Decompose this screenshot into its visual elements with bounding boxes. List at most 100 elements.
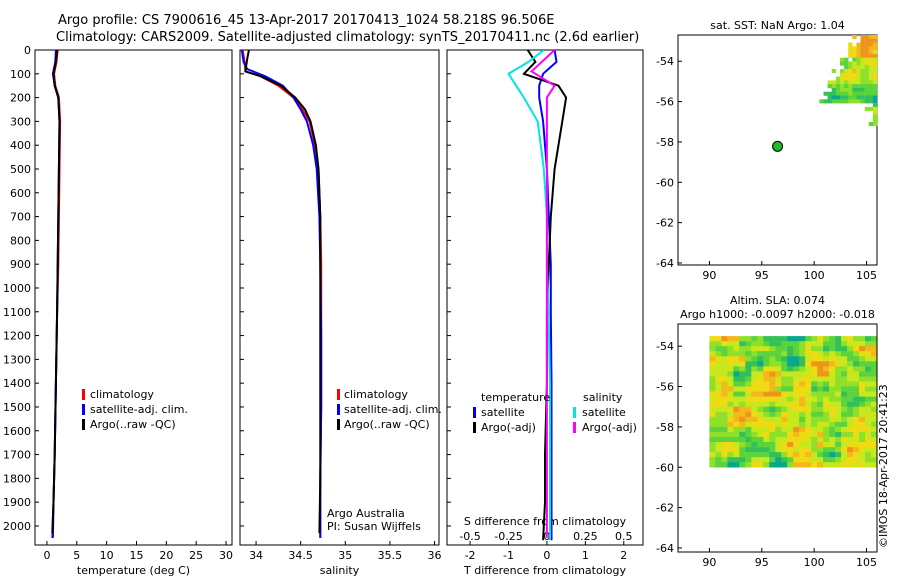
sla-cell	[787, 376, 794, 382]
sla-cell	[835, 351, 842, 357]
sst-cell	[856, 91, 861, 96]
sla-cell	[835, 442, 842, 448]
sla-cell	[865, 411, 872, 418]
sst-cell	[856, 95, 861, 100]
sla-cell	[769, 351, 776, 357]
sla-cell	[835, 421, 842, 428]
sla-cell	[769, 462, 776, 468]
sst-cell	[868, 72, 874, 77]
sst-cell	[827, 80, 832, 85]
sla-cell	[823, 447, 830, 453]
sla-cell	[793, 442, 800, 448]
sla-cell	[793, 381, 800, 387]
sst-cell	[868, 76, 874, 81]
sla-cell	[727, 376, 734, 382]
sst-cell	[872, 46, 878, 51]
sla-cell	[769, 341, 776, 347]
sla-cell	[853, 361, 860, 367]
sla-cell	[721, 341, 728, 347]
sla-cell	[709, 376, 716, 382]
sla-cell	[835, 366, 842, 372]
sst-cell	[848, 61, 853, 66]
sla-cell	[829, 381, 836, 387]
sla-cell	[775, 406, 782, 412]
sla-cell	[709, 366, 716, 372]
sst-cell	[852, 46, 857, 51]
sla-cell	[799, 366, 806, 372]
sla-cell	[799, 381, 806, 387]
sla-cell	[781, 346, 788, 352]
sst-cell	[864, 53, 870, 58]
sla-cell	[721, 452, 728, 458]
sla-cell	[823, 431, 830, 438]
sla-cell	[781, 447, 788, 453]
sla-cell	[817, 336, 824, 342]
sla-cell	[811, 336, 818, 342]
sla-cell	[799, 396, 806, 402]
sla-cell	[733, 336, 740, 342]
sla-cell	[829, 346, 836, 352]
sst-cell	[860, 46, 865, 51]
sla-cell	[709, 462, 716, 468]
sla-cell	[829, 421, 836, 428]
sla-cell	[769, 411, 776, 418]
sla-cell	[763, 426, 770, 433]
sla-cell	[781, 437, 788, 443]
sla-cell	[787, 431, 794, 438]
sla-cell	[763, 431, 770, 438]
sla-cell	[799, 411, 806, 418]
sst-cell	[856, 61, 861, 66]
sla-cell	[811, 346, 818, 352]
sla-cell	[787, 457, 794, 463]
sla-cell	[745, 356, 752, 362]
sla-cell	[793, 356, 800, 362]
sla-cell	[871, 462, 878, 468]
plot-frame	[239, 49, 440, 546]
sla-cell	[799, 371, 806, 377]
sla-cell	[853, 391, 860, 397]
sla-cell	[793, 416, 800, 423]
legend-label: satellite	[582, 406, 626, 419]
sla-cell	[733, 376, 740, 382]
legend-swatch	[573, 407, 576, 418]
sla-cell	[757, 462, 764, 468]
x-tick-label: 35	[338, 549, 352, 562]
sla-cell	[811, 431, 818, 438]
sla-cell	[817, 366, 824, 372]
sla-cell	[847, 421, 854, 428]
sla-cell	[859, 396, 866, 402]
temperature-profile-panel: 0100200300400500600700800900100011001200…	[3, 44, 233, 577]
sla-cell	[709, 457, 716, 463]
sla-cell	[793, 376, 800, 382]
sst-cell	[868, 61, 874, 66]
top-scale-tick-label: 0.25	[573, 530, 598, 543]
sla-cell	[727, 391, 734, 397]
sla-cell	[769, 376, 776, 382]
sla-cell	[775, 462, 782, 468]
y-tick-label: -56	[656, 96, 674, 109]
sla-cell	[871, 416, 878, 423]
sla-cell	[745, 442, 752, 448]
sst-cell	[868, 38, 874, 43]
sla-cell	[709, 386, 716, 392]
sst-cell	[848, 95, 853, 100]
sla-cell	[781, 366, 788, 372]
sla-cell	[781, 336, 788, 342]
x-tick-label: 5	[73, 549, 80, 562]
sla-cell	[775, 452, 782, 458]
sla-cell	[751, 416, 758, 423]
sla-cell	[823, 426, 830, 433]
sla-cell	[715, 361, 722, 367]
sla-cell	[715, 447, 722, 453]
sla-cell	[721, 376, 728, 382]
sla-cell	[751, 376, 758, 382]
sla-cell	[811, 437, 818, 443]
sla-cell	[745, 396, 752, 402]
sla-cell	[829, 341, 836, 347]
sla-cell	[745, 336, 752, 342]
sla-cell	[871, 437, 878, 443]
sla-cell	[859, 401, 866, 407]
sst-cell	[852, 65, 857, 70]
sst-cell	[872, 122, 878, 127]
sla-cell	[781, 371, 788, 377]
